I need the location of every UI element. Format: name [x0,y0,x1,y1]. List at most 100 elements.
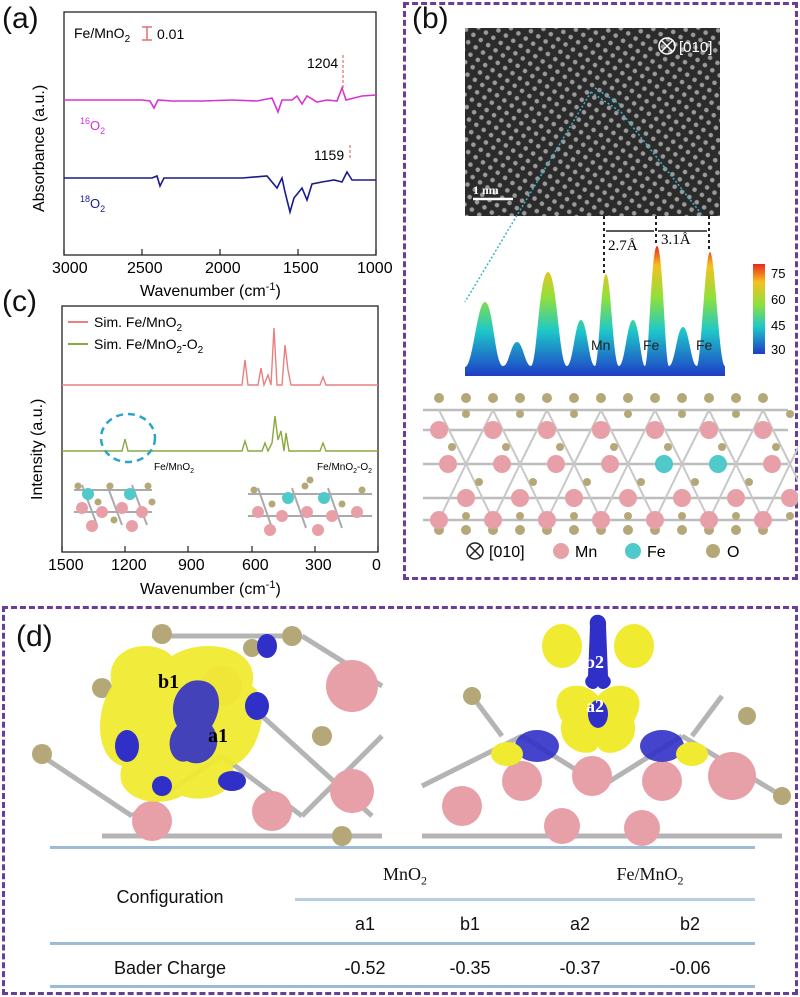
panel-c-spectrum-2 [62,415,378,453]
panel-b-cbar-60: 60 [771,292,785,307]
crystal-mn-atom [493,455,511,473]
panel-b-hrtem-image [465,28,720,216]
table-group-mno2: MnO2 [382,864,427,888]
crystal-o-atom [488,393,498,403]
panel-a-ylabel: Absorbance (a.u.) [31,85,48,212]
crystal-o-atom [704,393,714,403]
panel-a-tick-1000: 1000 [357,260,393,277]
panel-b-legend-mn: Mn [575,544,597,561]
crystal-o-atom [732,410,740,418]
crystal-o-atom [569,525,579,535]
panel-c-inset-structure-1 [74,482,156,532]
crystal-o-atom [637,478,645,486]
panel-c-legend-2: Sim. Fe/MnO2-O2 [94,336,204,356]
panel-b-dist-2: 3.1Å [661,232,691,248]
crystal-o-atom [677,393,687,403]
panel-c-chart: 1500 1200 900 600 300 0 Wavenumber (cm-1… [2,290,397,600]
panel-b-legend-o-dot [706,544,720,558]
panel-d-site-b2: b2 [585,652,604,672]
table-row-label: Bader Charge [113,958,227,978]
panel-b-zone-axis: [010] [679,39,712,56]
crystal-o-atom [758,393,768,403]
panel-b-cbar-30: 30 [771,342,785,357]
crystal-o-atom [462,512,470,520]
panel-c-inset-2-label: Fe/MnO2-O2 [317,462,372,475]
crystal-o-atom [677,525,687,535]
crystal-mn-atom [511,489,529,507]
panel-b-legend-o: O [727,544,739,561]
crystal-o-atom [569,393,579,403]
crystal-o-atom [529,478,537,486]
crystal-o-atom [462,410,470,418]
crystal-o-atom [570,410,578,418]
panel-c-ylabel: Intensity (a.u.) [29,399,46,500]
panel-c-legend-1: Sim. Fe/MnO2 [94,314,182,334]
panel-b-colorbar [753,264,765,354]
crystal-o-atom [515,525,525,535]
panel-d-structure-left [32,624,384,846]
crystal-o-atom [623,393,633,403]
crystal-o-atom [515,393,525,403]
crystal-mn-atom [619,489,637,507]
crystal-o-atom [650,393,660,403]
panel-a-trace-16o2 [64,85,377,115]
panel-a-peak-1204: 1204 [307,55,338,71]
crystal-o-atom [718,443,726,451]
panel-a-tick-1500: 1500 [283,260,319,277]
panel-d-structures: b1 a1 b2 a2 [2,606,798,846]
panel-b-dist-1: 2.7Å [608,238,638,254]
crystal-mn-atom [601,455,619,473]
panel-d-site-a1: a1 [208,725,228,747]
crystal-mn-atom [754,511,772,529]
panel-c-tick-1200: 1200 [111,557,147,574]
panel-c-tick-0: 0 [372,557,381,574]
panel-a-tick-2000: 2000 [205,260,241,277]
crystal-mn-atom [646,511,664,529]
panel-b-zone-axis-symbol [658,37,676,55]
panel-a-chart: 3000 2500 2000 1500 1000 Wavenumber (cm-… [2,0,397,300]
crystal-o-atom [772,443,780,451]
crystal-o-atom [596,393,606,403]
table-col-a2: a2 [569,914,591,934]
crystal-mn-atom [484,511,502,529]
crystal-o-atom [732,512,740,520]
panel-a-16o2-label: 16O2 [80,116,105,136]
crystal-o-atom [731,393,741,403]
panel-b-peak-label-mn: Mn [591,337,610,353]
table-col-b2: b2 [679,914,701,934]
panel-b-scale-label: 1 nm [473,183,499,197]
panel-b-peak-label-fe2: Fe [696,337,713,353]
panel-a-legend: Fe/MnO2 [74,25,131,45]
crystal-mn-atom [646,421,664,439]
crystal-o-atom [516,512,524,520]
crystal-o-atom [542,393,552,403]
panel-a-tick-3000: 3000 [52,260,88,277]
panel-b-legend-fe-dot [625,543,641,559]
crystal-o-atom [502,443,510,451]
crystal-o-atom [475,478,483,486]
panel-c-inset-structure-2 [248,476,372,536]
crystal-mn-atom [538,421,556,439]
panel-c-label: (c) [2,285,37,318]
panel-a-label: (a) [2,2,39,35]
crystal-mn-atom [538,511,556,529]
crystal-o-atom [556,443,564,451]
panel-d-frame [2,606,798,995]
panel-b-cbar-75: 75 [771,266,785,281]
panel-a-scale-value: 0.01 [157,26,184,42]
panel-b-crystal-structure [423,393,800,535]
panel-b-frame [403,2,798,580]
crystal-o-atom [448,443,456,451]
crystal-mn-atom [484,421,502,439]
crystal-mn-atom [430,511,448,529]
table-value-b2: -0.06 [669,958,711,978]
panel-b-legend-fe: Fe [647,544,666,561]
panel-b-intensity-profile [465,246,725,376]
crystal-o-atom [624,512,632,520]
panel-b-legend-axis-symbol [466,542,484,560]
crystal-o-atom [678,410,686,418]
crystal-mn-atom [565,489,583,507]
panel-c-highlight-circle [99,412,157,464]
panel-c-tick-900: 900 [178,557,205,574]
crystal-o-atom [570,512,578,520]
